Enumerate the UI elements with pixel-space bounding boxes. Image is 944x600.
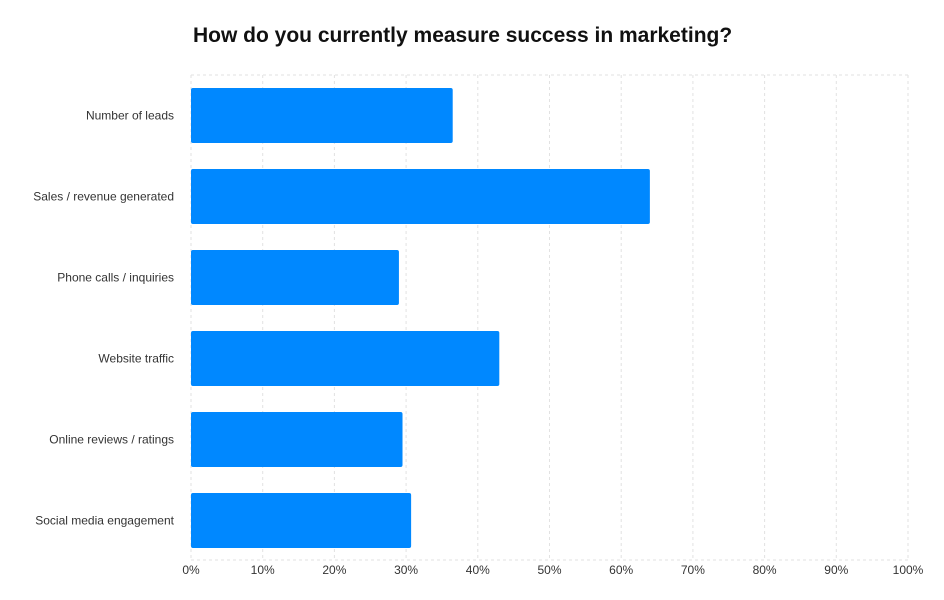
x-tick-label: 60%: [609, 563, 633, 577]
grid-lines: [190, 74, 909, 561]
x-tick-label: 50%: [537, 563, 561, 577]
x-axis-tick-labels: 0% 10% 20% 30% 40% 50% 60% 70% 80% 90% 100%: [182, 563, 923, 577]
x-tick-label: 20%: [322, 563, 346, 577]
category-label: Online reviews / ratings: [49, 433, 174, 447]
x-tick-label: 40%: [466, 563, 490, 577]
bars: [191, 88, 650, 548]
x-tick-label: 90%: [824, 563, 848, 577]
category-label: Social media engagement: [35, 514, 174, 528]
x-tick-label: 70%: [681, 563, 705, 577]
category-label: Website traffic: [98, 352, 174, 366]
bar: [191, 412, 403, 467]
bar: [191, 169, 650, 224]
chart-title: How do you currently measure success in …: [193, 24, 733, 47]
x-tick-label: 30%: [394, 563, 418, 577]
x-tick-label: 80%: [753, 563, 777, 577]
category-label: Phone calls / inquiries: [57, 271, 174, 285]
x-tick-label: 100%: [893, 563, 924, 577]
category-labels: Number of leads Sales / revenue generated…: [33, 109, 174, 528]
category-label: Sales / revenue generated: [33, 190, 174, 204]
bar: [191, 250, 399, 305]
bar: [191, 331, 500, 386]
x-tick-label: 0%: [182, 563, 200, 577]
bar: [191, 88, 453, 143]
bar: [191, 493, 412, 548]
x-tick-label: 10%: [251, 563, 275, 577]
category-label: Number of leads: [86, 109, 174, 123]
